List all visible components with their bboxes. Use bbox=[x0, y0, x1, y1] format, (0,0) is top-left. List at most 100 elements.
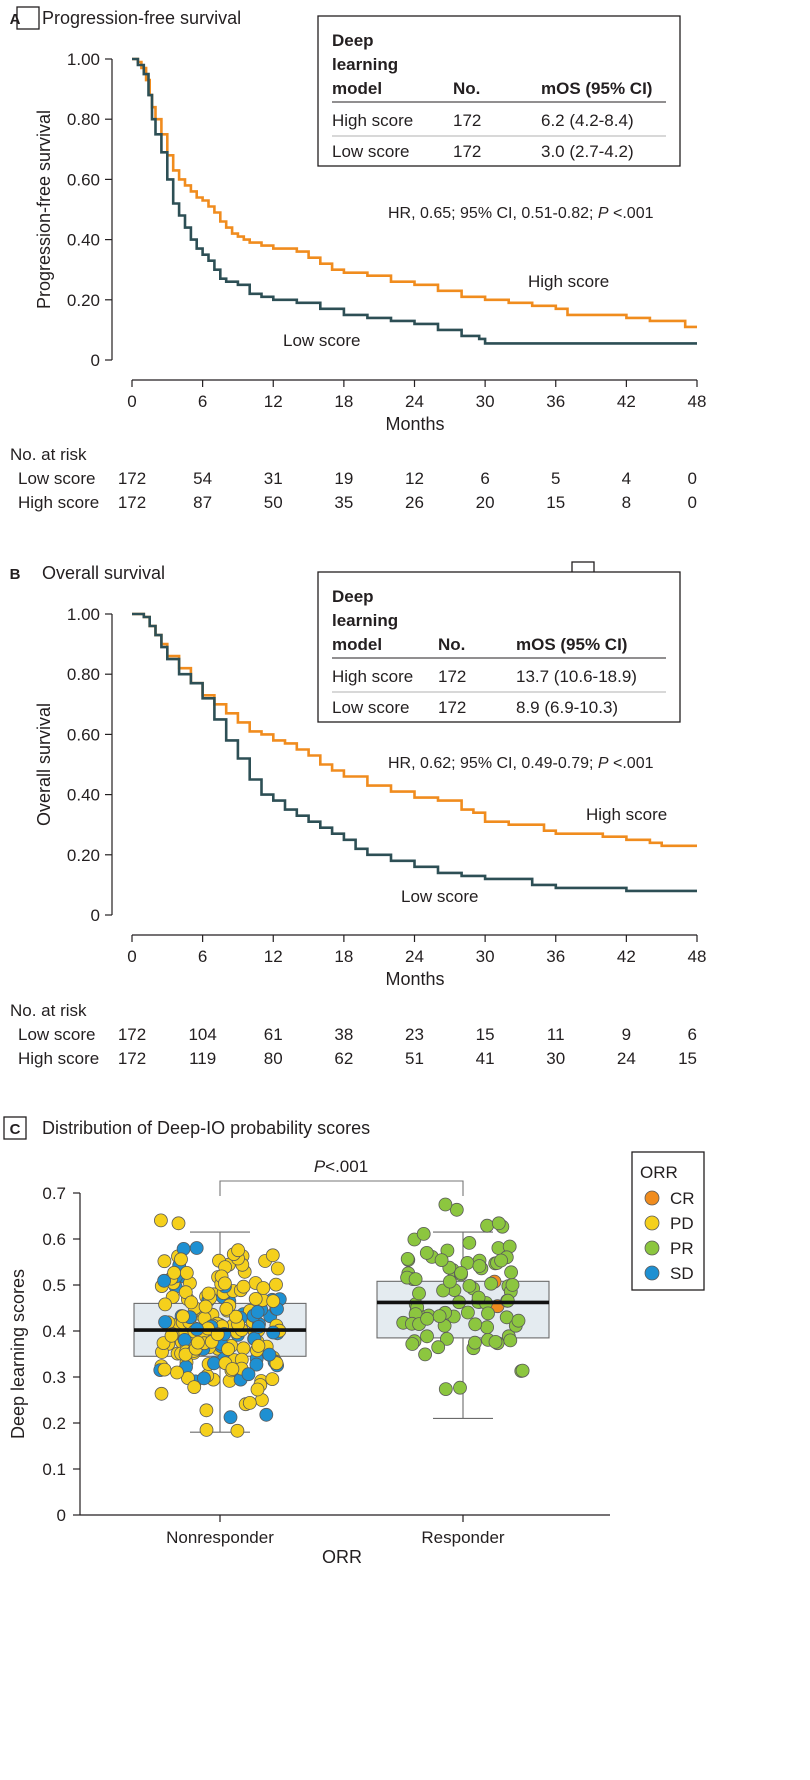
x-tick-label: 6 bbox=[198, 392, 207, 411]
x-tick-label: 24 bbox=[405, 392, 424, 411]
x-tick-label: 18 bbox=[334, 392, 353, 411]
sd-point bbox=[158, 1315, 173, 1329]
pr-point bbox=[400, 1252, 415, 1266]
risk-row-label: High score bbox=[18, 1049, 99, 1068]
table-row-mos: 6.2 (4.2-8.4) bbox=[541, 111, 634, 130]
panel-a: A Progression-free survival 0 0.20 0.40 0.60 0… bbox=[10, 6, 706, 512]
pd-point bbox=[251, 1339, 266, 1353]
risk-value: 172 bbox=[118, 1049, 146, 1068]
pr-point bbox=[405, 1337, 420, 1351]
x-tick-label: 12 bbox=[264, 947, 283, 966]
legend-swatch bbox=[644, 1215, 660, 1231]
panel-c: C Distribution of Deep-IO probability sco… bbox=[3, 1116, 705, 1567]
pr-point bbox=[453, 1380, 467, 1395]
legend-swatch bbox=[644, 1265, 660, 1281]
pd-point bbox=[201, 1286, 216, 1301]
pd-point bbox=[157, 1362, 172, 1377]
legend-title: ORR bbox=[640, 1163, 678, 1182]
pd-point bbox=[174, 1252, 188, 1267]
pr-point bbox=[515, 1363, 530, 1378]
pr-point bbox=[431, 1340, 446, 1355]
y-tick-label: 0.5 bbox=[42, 1276, 66, 1295]
legend-label: SD bbox=[670, 1264, 694, 1283]
x-tick-label: 36 bbox=[546, 947, 565, 966]
panel-letter-box bbox=[16, 6, 40, 30]
y-tick-label: 0 bbox=[91, 351, 100, 370]
high-score-curve bbox=[132, 57, 697, 329]
x-tick-label: 6 bbox=[198, 947, 207, 966]
y-tick-label: 0.60 bbox=[67, 170, 100, 189]
table-header-no: No. bbox=[453, 79, 480, 98]
y-tick-label: 0.2 bbox=[42, 1414, 66, 1433]
pr-point bbox=[416, 1227, 431, 1241]
pr-point bbox=[468, 1317, 483, 1332]
table-row-n: 172 bbox=[453, 111, 481, 130]
low-score-curve bbox=[132, 57, 697, 345]
risk-row-label: Low score bbox=[18, 1025, 95, 1044]
x-tick-label: 24 bbox=[405, 947, 424, 966]
legend-box bbox=[631, 1151, 705, 1291]
x-axis-label: Months bbox=[385, 969, 444, 989]
y-tick-label: 0.1 bbox=[42, 1460, 66, 1479]
high-score-label: High score bbox=[586, 805, 667, 824]
pr-point bbox=[467, 1335, 482, 1350]
low-score-label: Low score bbox=[401, 887, 478, 906]
legend-swatch bbox=[644, 1190, 660, 1206]
pr-point bbox=[488, 1335, 503, 1349]
table-row-label: Low score bbox=[332, 142, 409, 161]
risk-value: 26 bbox=[405, 493, 424, 512]
y-tick-label: 0 bbox=[57, 1506, 66, 1525]
table-header-model: model bbox=[332, 79, 382, 98]
risk-value: 41 bbox=[476, 1049, 495, 1068]
panel-title: Distribution of Deep-IO probability scor… bbox=[42, 1118, 370, 1138]
table-header-mos: mOS (95% CI) bbox=[516, 635, 627, 654]
pr-point bbox=[420, 1311, 435, 1326]
table-header-model: learning bbox=[332, 611, 398, 630]
risk-value: 61 bbox=[264, 1025, 283, 1044]
risk-value: 9 bbox=[622, 1025, 631, 1044]
table-header-model: Deep bbox=[332, 587, 374, 606]
pr-point bbox=[462, 1236, 477, 1250]
pd-point bbox=[265, 1372, 280, 1386]
pd-point bbox=[256, 1281, 271, 1295]
pd-point bbox=[184, 1295, 199, 1310]
x-tick-label: 0 bbox=[127, 392, 136, 411]
table-row-n: 172 bbox=[453, 142, 481, 161]
sd-point bbox=[262, 1347, 277, 1362]
table-row-mos: 13.7 (10.6-18.9) bbox=[516, 667, 637, 686]
x-axis-label: ORR bbox=[322, 1547, 362, 1567]
pd-point bbox=[158, 1297, 173, 1312]
pd-point bbox=[236, 1341, 251, 1356]
y-tick-label: 0.6 bbox=[42, 1230, 66, 1249]
x-tick-label: 36 bbox=[546, 392, 565, 411]
significance-bracket bbox=[219, 1180, 464, 1196]
pr-point bbox=[484, 1276, 499, 1291]
table-header-model: Deep bbox=[332, 31, 374, 50]
pd-point bbox=[225, 1362, 240, 1376]
table-row-label: Low score bbox=[332, 698, 409, 717]
pr-point bbox=[438, 1197, 453, 1212]
risk-value: 30 bbox=[546, 1049, 565, 1068]
table-header-model: model bbox=[332, 635, 382, 654]
panel-letter-box bbox=[3, 1116, 27, 1140]
panel-letter: A bbox=[10, 11, 21, 28]
pd-point bbox=[167, 1265, 182, 1280]
x-tick-label: 12 bbox=[264, 392, 283, 411]
y-tick-label: 0.3 bbox=[42, 1368, 66, 1387]
table-row-n: 172 bbox=[438, 667, 466, 686]
risk-value: 104 bbox=[188, 1025, 216, 1044]
y-tick-label: 0.40 bbox=[67, 786, 100, 805]
panel-letter: C bbox=[10, 1121, 21, 1138]
pr-point bbox=[439, 1332, 454, 1346]
risk-value: 11 bbox=[547, 1025, 565, 1044]
risk-value: 19 bbox=[334, 469, 353, 488]
sd-point bbox=[259, 1407, 274, 1422]
pd-point bbox=[265, 1248, 280, 1263]
risk-table-title: No. at risk bbox=[10, 445, 87, 464]
pd-point bbox=[171, 1216, 186, 1231]
pr-point bbox=[494, 1253, 509, 1268]
pr-point bbox=[460, 1305, 475, 1320]
risk-value: 23 bbox=[405, 1025, 424, 1044]
x-axis-label: Months bbox=[385, 414, 444, 434]
pd-point bbox=[219, 1302, 234, 1316]
